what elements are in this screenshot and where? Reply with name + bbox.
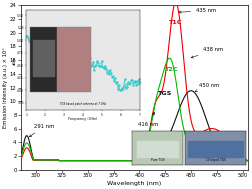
Text: 450 nm: 450 nm <box>195 83 220 92</box>
Text: 435 nm: 435 nm <box>179 9 216 13</box>
X-axis label: Wavelength (nm): Wavelength (nm) <box>107 180 161 186</box>
Text: 438 nm: 438 nm <box>191 47 224 58</box>
Text: T2C: T2C <box>165 67 179 72</box>
Text: 416 nm: 416 nm <box>139 112 159 127</box>
Text: 291 nm: 291 nm <box>29 124 54 137</box>
Text: T1C: T1C <box>169 20 183 25</box>
Y-axis label: Emission Intensity (a.u.) × 10⁶: Emission Intensity (a.u.) × 10⁶ <box>4 47 9 128</box>
Text: TGS: TGS <box>158 91 172 96</box>
